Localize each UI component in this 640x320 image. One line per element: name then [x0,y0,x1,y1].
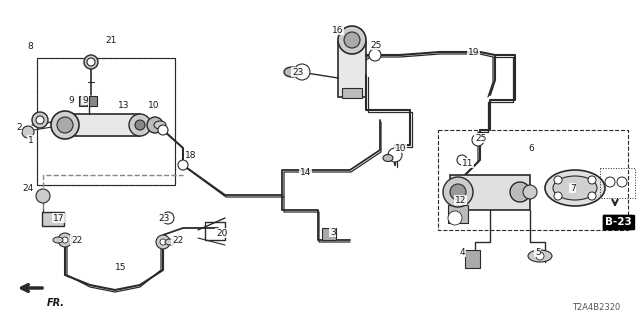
Circle shape [156,235,170,249]
Circle shape [135,120,145,130]
Bar [65,114,140,136]
Circle shape [554,192,562,200]
Circle shape [162,212,174,224]
Text: 18: 18 [185,150,196,159]
Bar [42,212,64,226]
Text: 25: 25 [475,133,486,142]
Text: 2: 2 [16,123,22,132]
Circle shape [160,239,166,245]
Text: 17: 17 [53,213,65,222]
Circle shape [443,177,473,207]
Circle shape [457,155,467,165]
Text: 8: 8 [27,42,33,51]
Circle shape [32,112,48,128]
Bar [600,168,635,198]
Text: 1: 1 [28,135,34,145]
Text: 10: 10 [148,100,159,109]
Circle shape [58,233,72,247]
Circle shape [338,26,366,54]
Circle shape [450,184,466,200]
Circle shape [388,148,402,162]
Circle shape [84,55,98,69]
Ellipse shape [545,170,605,206]
Text: 13: 13 [118,100,129,109]
Text: 3: 3 [330,228,336,236]
Ellipse shape [528,250,552,262]
Circle shape [472,134,484,146]
Circle shape [588,176,596,184]
Circle shape [62,237,68,243]
Circle shape [510,182,530,202]
Circle shape [294,64,310,80]
Ellipse shape [165,239,175,245]
Bar [37,58,175,185]
Ellipse shape [383,155,393,162]
Text: 4: 4 [460,247,466,257]
Text: 16: 16 [332,26,344,35]
Bar [79,96,87,106]
Circle shape [369,49,381,61]
Text: 12: 12 [455,196,467,204]
Circle shape [554,176,562,184]
Text: T2A4B2320: T2A4B2320 [572,303,620,312]
Text: 22: 22 [172,236,183,244]
Text: 5: 5 [535,247,541,257]
Circle shape [22,126,34,138]
Text: B-23: B-23 [605,217,630,227]
Circle shape [178,160,188,170]
Circle shape [536,252,544,260]
Circle shape [523,185,537,199]
Bar [438,130,628,230]
Circle shape [51,111,79,139]
Circle shape [147,117,163,133]
Text: 9: 9 [82,95,88,105]
Bar [465,250,480,268]
Bar [322,228,336,240]
Bar [338,42,366,97]
Circle shape [129,114,151,136]
Text: 6: 6 [528,143,534,153]
Text: FR.: FR. [47,298,65,308]
Circle shape [344,32,360,48]
Text: 14: 14 [300,167,312,177]
Bar [342,88,362,98]
Circle shape [36,189,50,203]
Ellipse shape [154,121,166,129]
Circle shape [36,116,44,124]
Text: B-23: B-23 [605,217,632,227]
Text: 9: 9 [68,95,74,105]
Ellipse shape [284,67,300,77]
Bar [37,58,175,185]
Text: 11: 11 [462,158,474,167]
Ellipse shape [553,176,597,200]
Bar [205,222,225,240]
Text: 19: 19 [468,47,479,57]
Text: 23: 23 [292,68,303,76]
Circle shape [617,177,627,187]
Bar [450,175,530,210]
Circle shape [158,125,168,135]
Text: 21: 21 [105,36,116,44]
Circle shape [588,192,596,200]
Text: 25: 25 [370,41,381,50]
Text: 24: 24 [22,183,33,193]
Circle shape [448,211,462,225]
Text: 15: 15 [115,263,127,273]
Text: 23: 23 [158,213,170,222]
Ellipse shape [53,237,63,243]
Text: 20: 20 [216,228,227,237]
Text: 10: 10 [395,143,406,153]
Bar [89,96,97,106]
Circle shape [87,58,95,66]
Text: 22: 22 [71,236,83,244]
Circle shape [605,177,615,187]
Bar [448,205,468,223]
Text: 7: 7 [570,183,576,193]
Circle shape [57,117,73,133]
